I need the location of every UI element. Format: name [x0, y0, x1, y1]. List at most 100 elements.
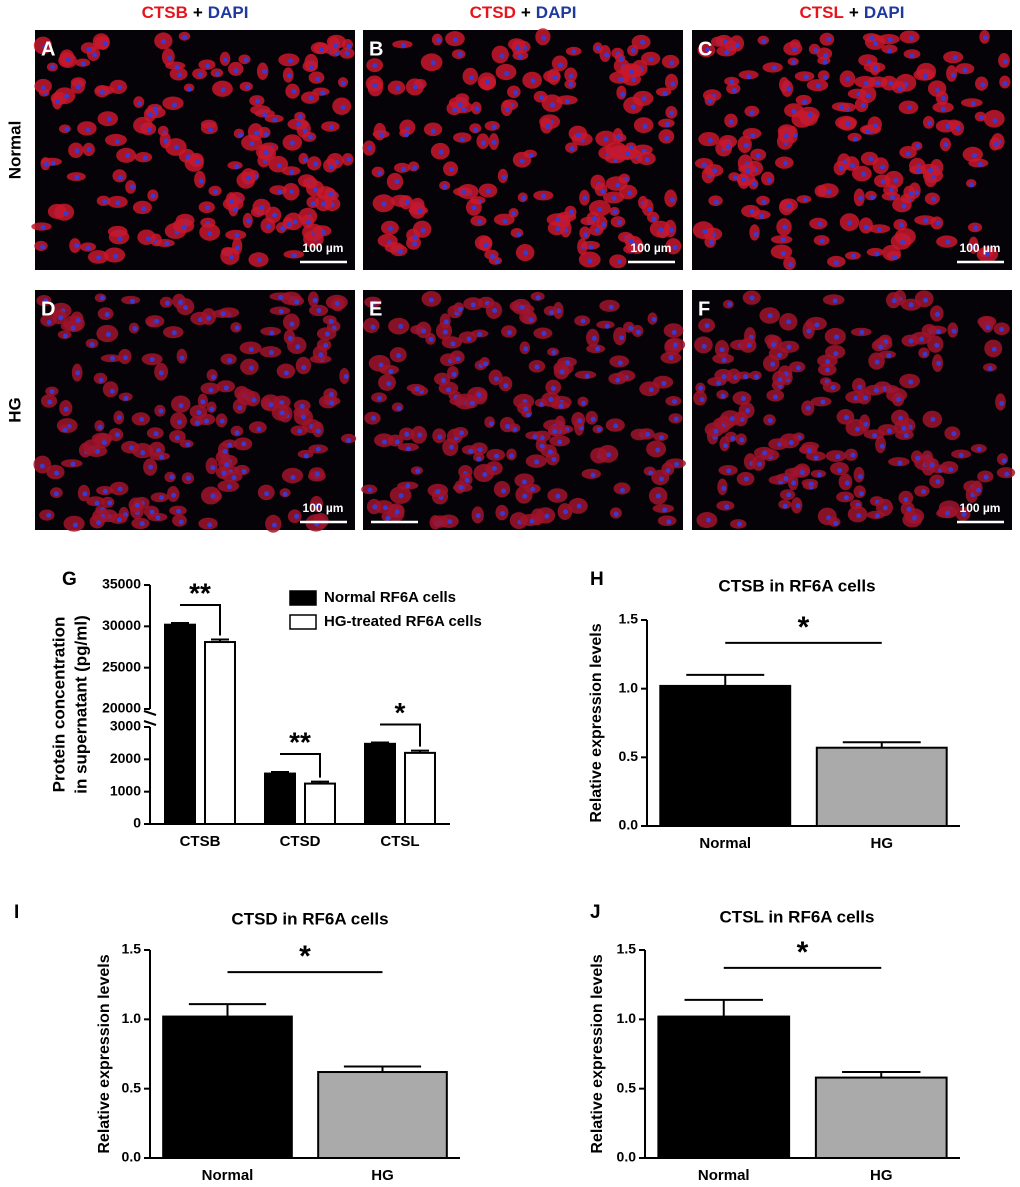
micrograph: D 100 µm	[33, 290, 357, 533]
nucleus	[730, 436, 736, 442]
nucleus	[724, 49, 730, 55]
nucleus	[469, 400, 475, 406]
nucleus	[86, 46, 92, 52]
nucleus	[85, 245, 91, 251]
nucleus	[552, 428, 558, 434]
nucleus	[430, 128, 436, 134]
header-part: DAPI	[536, 3, 577, 22]
nucleus	[591, 216, 597, 222]
nucleus	[857, 384, 863, 390]
nucleus	[767, 418, 773, 424]
nucleus	[865, 93, 871, 99]
nucleus	[603, 136, 609, 142]
nucleus	[346, 43, 352, 49]
nucleus	[246, 218, 252, 224]
nucleus	[63, 406, 69, 412]
nucleus	[591, 335, 597, 341]
nucleus	[249, 141, 255, 147]
nucleus	[116, 415, 122, 421]
nucleus	[158, 370, 164, 376]
nucleus	[850, 452, 856, 458]
nucleus	[833, 520, 839, 526]
nucleus	[880, 164, 886, 170]
nucleus	[548, 397, 554, 403]
nucleus	[178, 299, 184, 305]
nucleus	[576, 503, 582, 509]
nucleus	[395, 85, 401, 91]
nucleus	[154, 318, 160, 324]
nucleus	[449, 166, 455, 172]
nucleus	[839, 104, 845, 110]
nucleus	[442, 184, 448, 190]
nucleus	[502, 218, 508, 224]
nucleus	[900, 239, 906, 245]
nucleus	[970, 101, 976, 107]
nucleus	[482, 472, 488, 478]
nucleus	[414, 386, 420, 392]
nucleus	[469, 75, 475, 81]
nucleus	[164, 240, 170, 246]
x-tick-label: CTSD	[280, 833, 321, 850]
nucleus	[923, 297, 929, 303]
nucleus	[98, 377, 104, 383]
cell	[102, 381, 119, 398]
nucleus	[991, 346, 997, 352]
nucleus	[46, 319, 52, 325]
x-tick-label: Normal	[699, 835, 751, 852]
y-tick-label: 0.5	[617, 1079, 637, 1095]
nucleus	[985, 325, 991, 331]
nucleus	[451, 371, 457, 377]
nucleus	[826, 189, 832, 195]
nucleus	[141, 206, 147, 212]
nucleus	[102, 199, 108, 205]
nucleus	[85, 127, 91, 133]
nucleus	[908, 302, 914, 308]
nucleus	[908, 379, 914, 385]
nucleus	[729, 79, 735, 85]
nucleus	[892, 255, 898, 261]
nucleus	[887, 37, 893, 43]
nucleus	[134, 502, 140, 508]
nucleus	[615, 134, 621, 140]
nucleus	[950, 72, 956, 78]
nucleus	[849, 163, 855, 169]
nucleus	[234, 325, 240, 331]
nucleus	[412, 234, 418, 240]
nucleus	[544, 513, 550, 519]
nucleus	[645, 431, 651, 437]
nucleus	[600, 188, 606, 194]
nucleus	[167, 55, 173, 61]
nucleus	[548, 310, 554, 316]
nucleus	[539, 443, 545, 449]
nucleus	[672, 342, 678, 348]
nucleus	[140, 450, 146, 456]
nucleus	[237, 405, 243, 411]
x-tick-label: HG	[371, 1167, 394, 1184]
nucleus	[92, 52, 98, 58]
legend-swatch	[289, 590, 317, 606]
nucleus	[628, 144, 634, 150]
nucleus	[129, 184, 135, 190]
nucleus	[437, 434, 443, 440]
panel-letter: J	[590, 902, 601, 923]
nucleus	[289, 321, 295, 327]
nucleus	[523, 250, 529, 256]
nucleus	[491, 124, 497, 130]
nucleus	[241, 468, 247, 474]
nucleus	[511, 210, 517, 216]
nucleus	[550, 385, 556, 391]
nucleus	[163, 138, 169, 144]
header-part: +	[849, 3, 859, 22]
nucleus	[617, 219, 623, 225]
bar	[164, 623, 196, 825]
nucleus	[476, 456, 482, 462]
nucleus	[707, 137, 713, 143]
nucleus	[976, 487, 982, 493]
nucleus	[277, 189, 283, 195]
nucleus	[513, 90, 519, 96]
nucleus	[104, 312, 110, 318]
nucleus	[721, 374, 727, 380]
bar	[304, 782, 336, 825]
nucleus	[805, 405, 811, 411]
